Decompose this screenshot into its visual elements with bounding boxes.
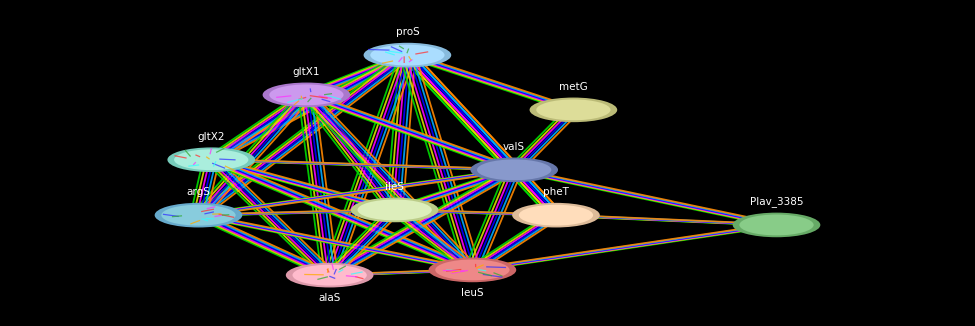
Circle shape [351, 198, 439, 222]
Text: argS: argS [186, 187, 211, 197]
Text: metG: metG [559, 82, 588, 92]
Text: leuS: leuS [461, 288, 484, 298]
Text: Plav_3385: Plav_3385 [750, 196, 803, 207]
Text: gltX1: gltX1 [292, 67, 320, 77]
Circle shape [286, 263, 373, 288]
Circle shape [370, 45, 445, 66]
Circle shape [358, 200, 432, 220]
Circle shape [519, 205, 593, 226]
Circle shape [512, 203, 600, 228]
Text: ileS: ileS [385, 182, 405, 192]
Circle shape [168, 147, 255, 172]
Circle shape [161, 205, 236, 226]
Circle shape [739, 215, 814, 235]
Circle shape [292, 265, 367, 286]
Circle shape [529, 97, 617, 122]
Text: alaS: alaS [319, 293, 341, 303]
Circle shape [732, 213, 820, 237]
Circle shape [269, 84, 343, 105]
Circle shape [364, 43, 451, 67]
Circle shape [536, 99, 610, 120]
Circle shape [470, 157, 558, 182]
Circle shape [262, 82, 350, 107]
Text: proS: proS [396, 27, 419, 37]
Circle shape [435, 259, 510, 280]
Circle shape [155, 203, 243, 228]
Circle shape [429, 258, 516, 282]
Text: valS: valS [503, 142, 526, 152]
Circle shape [477, 159, 551, 180]
Text: pheT: pheT [543, 187, 569, 197]
Circle shape [175, 149, 249, 170]
Text: gltX2: gltX2 [198, 132, 225, 142]
